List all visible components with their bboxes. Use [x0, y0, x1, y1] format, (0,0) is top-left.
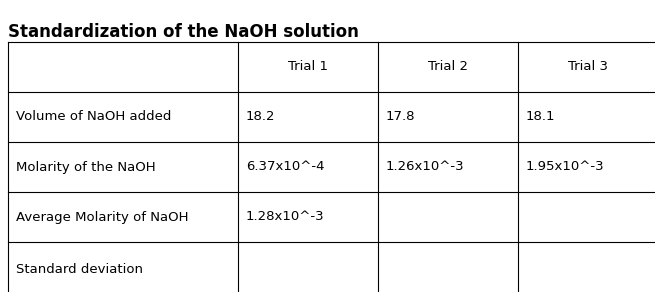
Text: 18.2: 18.2: [246, 110, 276, 124]
Text: Trial 3: Trial 3: [568, 60, 608, 74]
Text: Average Molarity of NaOH: Average Molarity of NaOH: [16, 211, 189, 223]
Text: 1.95x10^-3: 1.95x10^-3: [526, 161, 605, 173]
Text: Volume of NaOH added: Volume of NaOH added: [16, 110, 172, 124]
Text: 18.1: 18.1: [526, 110, 555, 124]
Text: 6.37x10^-4: 6.37x10^-4: [246, 161, 324, 173]
Text: Trial 1: Trial 1: [288, 60, 328, 74]
Text: Molarity of the NaOH: Molarity of the NaOH: [16, 161, 156, 173]
Text: Trial 2: Trial 2: [428, 60, 468, 74]
Text: 1.26x10^-3: 1.26x10^-3: [386, 161, 464, 173]
Text: Standardization of the NaOH solution: Standardization of the NaOH solution: [8, 23, 359, 41]
Text: 1.28x10^-3: 1.28x10^-3: [246, 211, 325, 223]
Text: Standard deviation: Standard deviation: [16, 263, 143, 276]
Text: 17.8: 17.8: [386, 110, 415, 124]
